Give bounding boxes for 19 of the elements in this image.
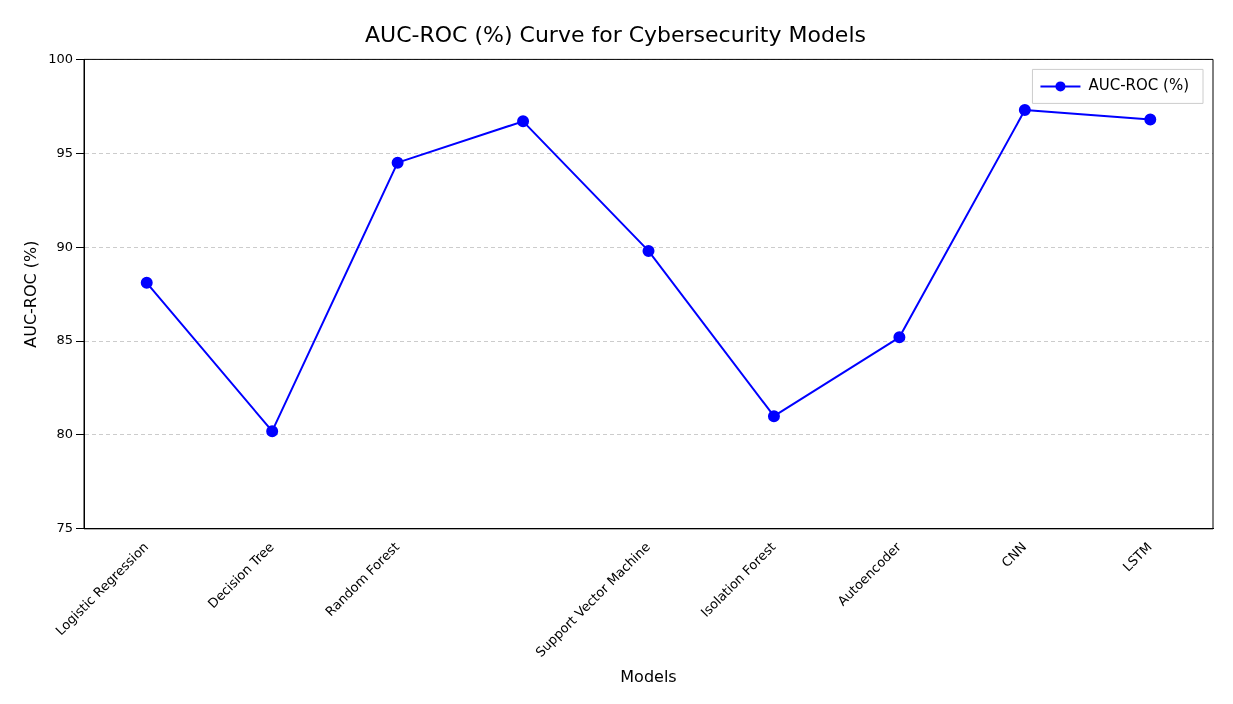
- point: [893, 331, 906, 344]
- point: [1144, 113, 1157, 126]
- point: [1018, 104, 1031, 117]
- y-tick-label: 95: [56, 144, 74, 160]
- point: [767, 410, 780, 423]
- point: [266, 425, 279, 438]
- x-axis-title: Models: [620, 666, 677, 686]
- point: [140, 276, 153, 289]
- point: [517, 115, 530, 128]
- y-tick-label: 75: [56, 520, 74, 536]
- y-tick-label: 85: [56, 332, 74, 348]
- chart-title: AUC-ROC (%) Curve for Cybersecurity Models: [365, 21, 866, 47]
- point: [642, 244, 655, 257]
- y-tick-label: 80: [56, 426, 74, 442]
- y-axis-title: AUC-ROC (%): [20, 240, 40, 348]
- y-tick-label: 100: [48, 50, 74, 66]
- y-tick-label: 90: [56, 238, 74, 254]
- point: [391, 156, 404, 169]
- legend-label: AUC-ROC (%): [1088, 76, 1190, 95]
